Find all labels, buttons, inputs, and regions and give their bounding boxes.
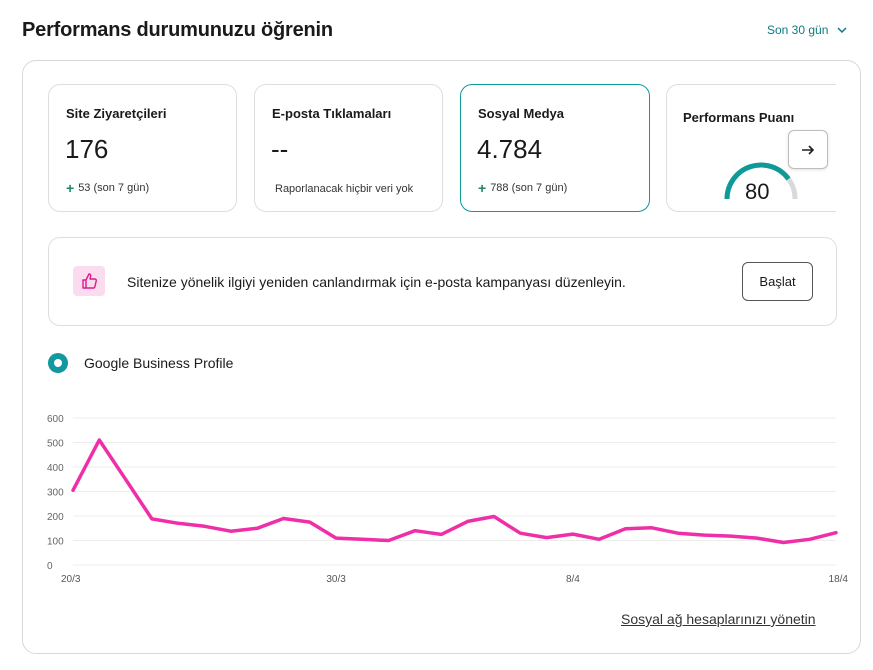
metric-value: -- bbox=[271, 134, 289, 164]
metric-note: Raporlanacak hiçbir veri yok bbox=[275, 183, 414, 195]
email-campaign-promo: Sitenize yönelik ilgiyi yeniden canlandı… bbox=[48, 237, 837, 326]
y-tick-label: 100 bbox=[47, 537, 64, 548]
metric-title: E-posta Tıklamaları bbox=[272, 106, 392, 121]
metric-delta-text: 788 (son 7 gün) bbox=[490, 182, 568, 194]
y-tick-label: 600 bbox=[47, 414, 64, 425]
y-tick-label: 200 bbox=[47, 512, 64, 523]
metric-delta: + 53 (son 7 gün) bbox=[66, 180, 149, 196]
x-tick-label: 18/4 bbox=[829, 574, 849, 585]
traffic-line-chart: 0 100 200 300 400 500 600 20/3 30/3 8/4 18/4 bbox=[47, 414, 849, 585]
metric-card-site-visitors[interactable]: Site Ziyaretçileri 176 + 53 (son 7 gün) bbox=[48, 84, 237, 212]
thumbs-up-icon bbox=[73, 266, 105, 296]
metric-value: 176 bbox=[65, 134, 109, 164]
date-range-label: Son 30 gün bbox=[767, 23, 829, 37]
y-tick-label: 500 bbox=[47, 439, 64, 450]
series-line bbox=[71, 438, 838, 545]
carousel-fade bbox=[836, 84, 860, 212]
gauge-fill bbox=[724, 162, 791, 200]
metric-title: Site Ziyaretçileri bbox=[66, 106, 167, 121]
y-tick-label: 400 bbox=[47, 463, 64, 474]
plus-icon: + bbox=[66, 180, 75, 196]
next-card-button[interactable] bbox=[788, 130, 828, 169]
metric-title: Sosyal Medya bbox=[478, 106, 564, 121]
score-value: 80 bbox=[745, 179, 770, 204]
y-tick-label: 300 bbox=[47, 488, 64, 499]
plus-icon: + bbox=[478, 180, 487, 196]
performance-card: Site Ziyaretçileri 176 + 53 (son 7 gün) … bbox=[22, 60, 861, 654]
score-gauge bbox=[724, 162, 798, 200]
radio-selected-icon bbox=[48, 353, 68, 373]
metric-card-performance-score[interactable]: Performans Puanı 80 bbox=[666, 84, 860, 212]
metric-delta: + 788 (son 7 gün) bbox=[478, 180, 567, 196]
x-tick-label: 30/3 bbox=[326, 574, 346, 585]
legend-label: Google Business Profile bbox=[84, 355, 234, 371]
x-tick-label: 20/3 bbox=[61, 574, 81, 585]
start-campaign-button[interactable]: Başlat bbox=[742, 262, 813, 301]
chart-legend[interactable]: Google Business Profile bbox=[48, 353, 233, 373]
page-title: Performans durumunuzu öğrenin bbox=[22, 19, 333, 41]
metric-value: 4.784 bbox=[477, 134, 543, 164]
x-tick-label: 8/4 bbox=[566, 574, 580, 585]
chevron-down-icon bbox=[837, 27, 847, 34]
metric-card-social-media[interactable]: Sosyal Medya 4.784 + 788 (son 7 gün) bbox=[460, 84, 650, 212]
metric-delta-text: 53 (son 7 gün) bbox=[78, 182, 150, 194]
manage-social-accounts-link[interactable]: Sosyal ağ hesaplarınızı yönetin bbox=[621, 611, 816, 627]
metric-card-email-clicks[interactable]: E-posta Tıklamaları -- Raporlanacak hiçb… bbox=[254, 84, 443, 212]
arrow-right-icon bbox=[802, 144, 815, 155]
promo-text: Sitenize yönelik ilgiyi yeniden canlandı… bbox=[127, 274, 626, 290]
score-title: Performans Puanı bbox=[683, 110, 795, 125]
y-tick-label: 0 bbox=[47, 561, 53, 572]
date-range-select[interactable]: Son 30 gün bbox=[767, 23, 848, 37]
